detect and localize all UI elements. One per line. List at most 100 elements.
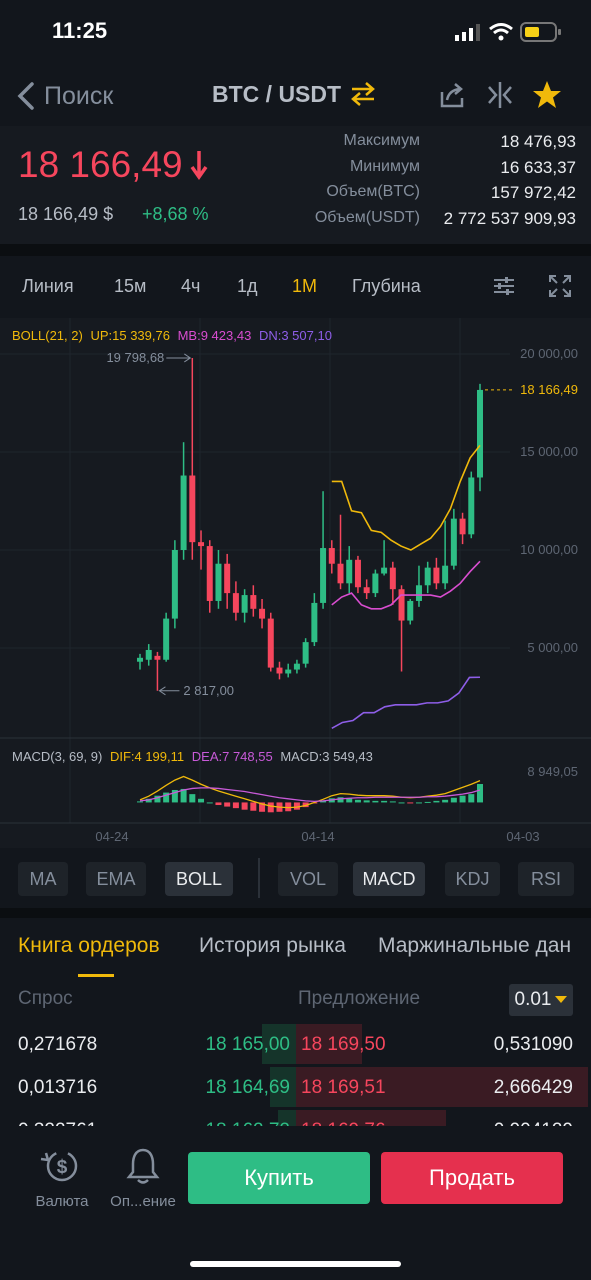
macd-value: MACD:3 549,43 (280, 749, 373, 764)
indicator-tab[interactable]: EMA (86, 862, 146, 896)
candle-body (241, 595, 248, 613)
boll-up: UP:15 339,76 (90, 328, 170, 343)
indicator-tab[interactable]: MACD (353, 862, 425, 896)
order-book-row[interactable]: 0,322761 18 162,72 18 169,76 0,904129 (0, 1110, 591, 1128)
alerts-button[interactable]: Оп...ение (106, 1146, 180, 1210)
macd-histogram-bar (442, 799, 449, 803)
candle-body (450, 518, 457, 566)
candle-body (415, 585, 422, 601)
timeframe-tab[interactable]: Линия (22, 276, 74, 296)
buy-button[interactable]: Купить (188, 1152, 370, 1204)
book-tab[interactable]: Маржинальные дан (378, 934, 572, 957)
pair-selector[interactable]: BTC / USDT (212, 80, 377, 108)
share-icon[interactable] (438, 80, 466, 110)
indicator-tab[interactable]: BOLL (165, 862, 233, 896)
macd-histogram-bar (137, 801, 143, 803)
candle-body (250, 595, 257, 609)
macd-dif: DIF:4 199,11 (109, 749, 185, 764)
bid-depth-bar (278, 1110, 296, 1128)
fullscreen-icon[interactable] (548, 274, 572, 298)
candle-body (171, 550, 178, 619)
timeframe-tab[interactable]: 1д (237, 276, 258, 296)
timeframe-tab[interactable]: Глубина (352, 276, 421, 296)
macd-histogram-bar (450, 797, 457, 803)
bid-header: Спрос (18, 988, 73, 1009)
ask-quantity: 0,531090 (493, 1034, 573, 1055)
macd-histogram-bar (293, 802, 300, 810)
candle-body (224, 563, 231, 594)
precision-select[interactable]: 0.01 (509, 984, 573, 1016)
candle-body (276, 667, 283, 674)
x-tick-label: 04-03 (506, 829, 539, 844)
ask-price: 18 169,50 (301, 1034, 386, 1055)
bid-quantity: 0,322761 (18, 1120, 97, 1128)
book-tab[interactable]: История рынка (199, 934, 346, 957)
sell-button[interactable]: Продать (381, 1152, 563, 1204)
order-book: 0,271678 18 165,00 18 169,50 0,531090 0,0137… (0, 1020, 591, 1128)
back-button[interactable]: Поиск (16, 80, 113, 112)
compare-icon[interactable] (486, 80, 514, 110)
macd-histogram-bar (189, 794, 196, 803)
candle-body (389, 567, 396, 590)
candle-body (311, 602, 318, 643)
order-book-row[interactable]: 0,013716 18 164,69 18 169,51 2,666429 (0, 1067, 591, 1107)
macd-histogram-bar (415, 802, 422, 804)
macd-histogram-bar (198, 798, 205, 803)
macd-histogram-bar (381, 800, 388, 803)
book-tab[interactable]: Книга ордеров (18, 934, 160, 957)
macd-dea-line (139, 787, 481, 803)
currency-button[interactable]: $ Валюта (28, 1146, 96, 1210)
ask-depth-bar (296, 1024, 362, 1064)
low-marker-label: 2 817,00 (183, 683, 234, 698)
settings-sliders-icon[interactable] (492, 274, 516, 298)
boll-dn: DN:3 507,10 (258, 328, 332, 343)
favorite-star-icon[interactable] (532, 80, 562, 110)
divider (0, 244, 591, 256)
macd-histogram-bar (424, 801, 431, 803)
macd-tick-label: 8 949,05 (527, 764, 578, 779)
home-indicator (190, 1261, 401, 1267)
macd-histogram-bar (171, 789, 178, 803)
macd-histogram-bar (241, 802, 248, 810)
wifi-icon (489, 23, 513, 41)
fiat-price: 18 166,49 $ (18, 204, 114, 224)
candle-body (215, 563, 222, 601)
timeframe-tab[interactable]: 1M (292, 276, 318, 296)
indicator-tab[interactable]: VOL (278, 862, 338, 896)
ask-price: 18 169,51 (301, 1077, 386, 1098)
macd-histogram-bar (163, 792, 170, 803)
timeframe-tab[interactable]: 15м (114, 276, 147, 296)
status-time: 11:25 (52, 18, 108, 43)
price-chart[interactable]: 20 000,00 15 000,00 10 000,00 5 000,00 18 16… (0, 318, 591, 848)
last-price-label: 18 166,49 (520, 382, 578, 397)
candle-body (346, 559, 353, 584)
macd-histogram-bar (267, 802, 274, 813)
candle-body (354, 559, 361, 588)
indicator-tab[interactable]: MA (18, 862, 68, 896)
order-book-row[interactable]: 0,271678 18 165,00 18 169,50 0,531090 (0, 1024, 591, 1064)
stat-row: Объем(USDT) 2 772 537 909,93 (250, 209, 576, 233)
pair-title: BTC / USDT (212, 80, 342, 107)
candle-body (372, 573, 379, 594)
macd-histogram-bar (285, 802, 292, 812)
candle-body (468, 477, 475, 535)
macd-histogram-bar (337, 797, 344, 803)
macd-histogram-bar (433, 800, 440, 803)
swap-arrows-icon (351, 82, 375, 106)
bell-icon (126, 1148, 160, 1184)
indicator-tab[interactable]: KDJ (445, 862, 500, 896)
stat-label: Максимум (343, 132, 420, 149)
currency-label: Валюта (35, 1193, 89, 1210)
status-bar: 11:25 (0, 0, 591, 64)
caret-down-icon (555, 996, 568, 1003)
nav-bar: Поиск BTC / USDT (0, 64, 591, 126)
macd-histogram-bar (468, 794, 475, 803)
candle-body (381, 567, 388, 574)
ask-quantity: 2,666429 (493, 1077, 573, 1098)
indicator-tab[interactable]: RSI (518, 862, 574, 896)
macd-histogram-bar (320, 800, 327, 803)
stat-label: Объем(USDT) (314, 208, 420, 226)
boll-name: BOLL(21, 2) (12, 328, 83, 343)
chart-area[interactable]: 20 000,00 15 000,00 10 000,00 5 000,00 18 16… (0, 318, 591, 848)
timeframe-tab[interactable]: 4ч (181, 276, 201, 296)
